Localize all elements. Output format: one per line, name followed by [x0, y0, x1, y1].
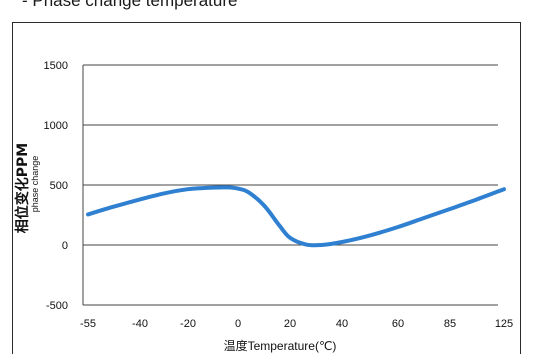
x-tick-label: -55: [80, 318, 96, 330]
section-title: - Phase change temperature: [22, 0, 238, 10]
x-tick-label: 60: [392, 318, 404, 330]
y-tick-label: 500: [50, 180, 68, 192]
y-tick-label: 0: [62, 240, 68, 252]
series-line-0: [86, 185, 506, 248]
x-axis-label: 温度Temperature(℃): [224, 338, 337, 353]
y-axis-label: 相位变化PPM: [14, 143, 31, 233]
y-axis-label-group: 相位变化PPM phase change: [14, 143, 40, 233]
x-tick-label: 0: [235, 318, 241, 330]
y-axis-sublabel: phase change: [30, 156, 40, 213]
chart-frame: [12, 22, 521, 354]
axis-layer: 1500 1000 500 0 -500 -55 -40 -20 0 20 40 60 85 125: [44, 60, 514, 330]
x-tick-label: 20: [284, 318, 296, 330]
y-tick-label: 1500: [44, 60, 68, 72]
grid-layer: [83, 64, 498, 306]
y-tick-label: 1000: [44, 120, 68, 132]
y-tick-label: -500: [46, 300, 68, 312]
series-layer: [86, 185, 506, 248]
x-tick-label: 85: [444, 318, 456, 330]
x-tick-label: -20: [180, 318, 196, 330]
x-tick-label: -40: [132, 318, 148, 330]
x-tick-label: 125: [495, 318, 513, 330]
x-tick-label: 40: [336, 318, 348, 330]
